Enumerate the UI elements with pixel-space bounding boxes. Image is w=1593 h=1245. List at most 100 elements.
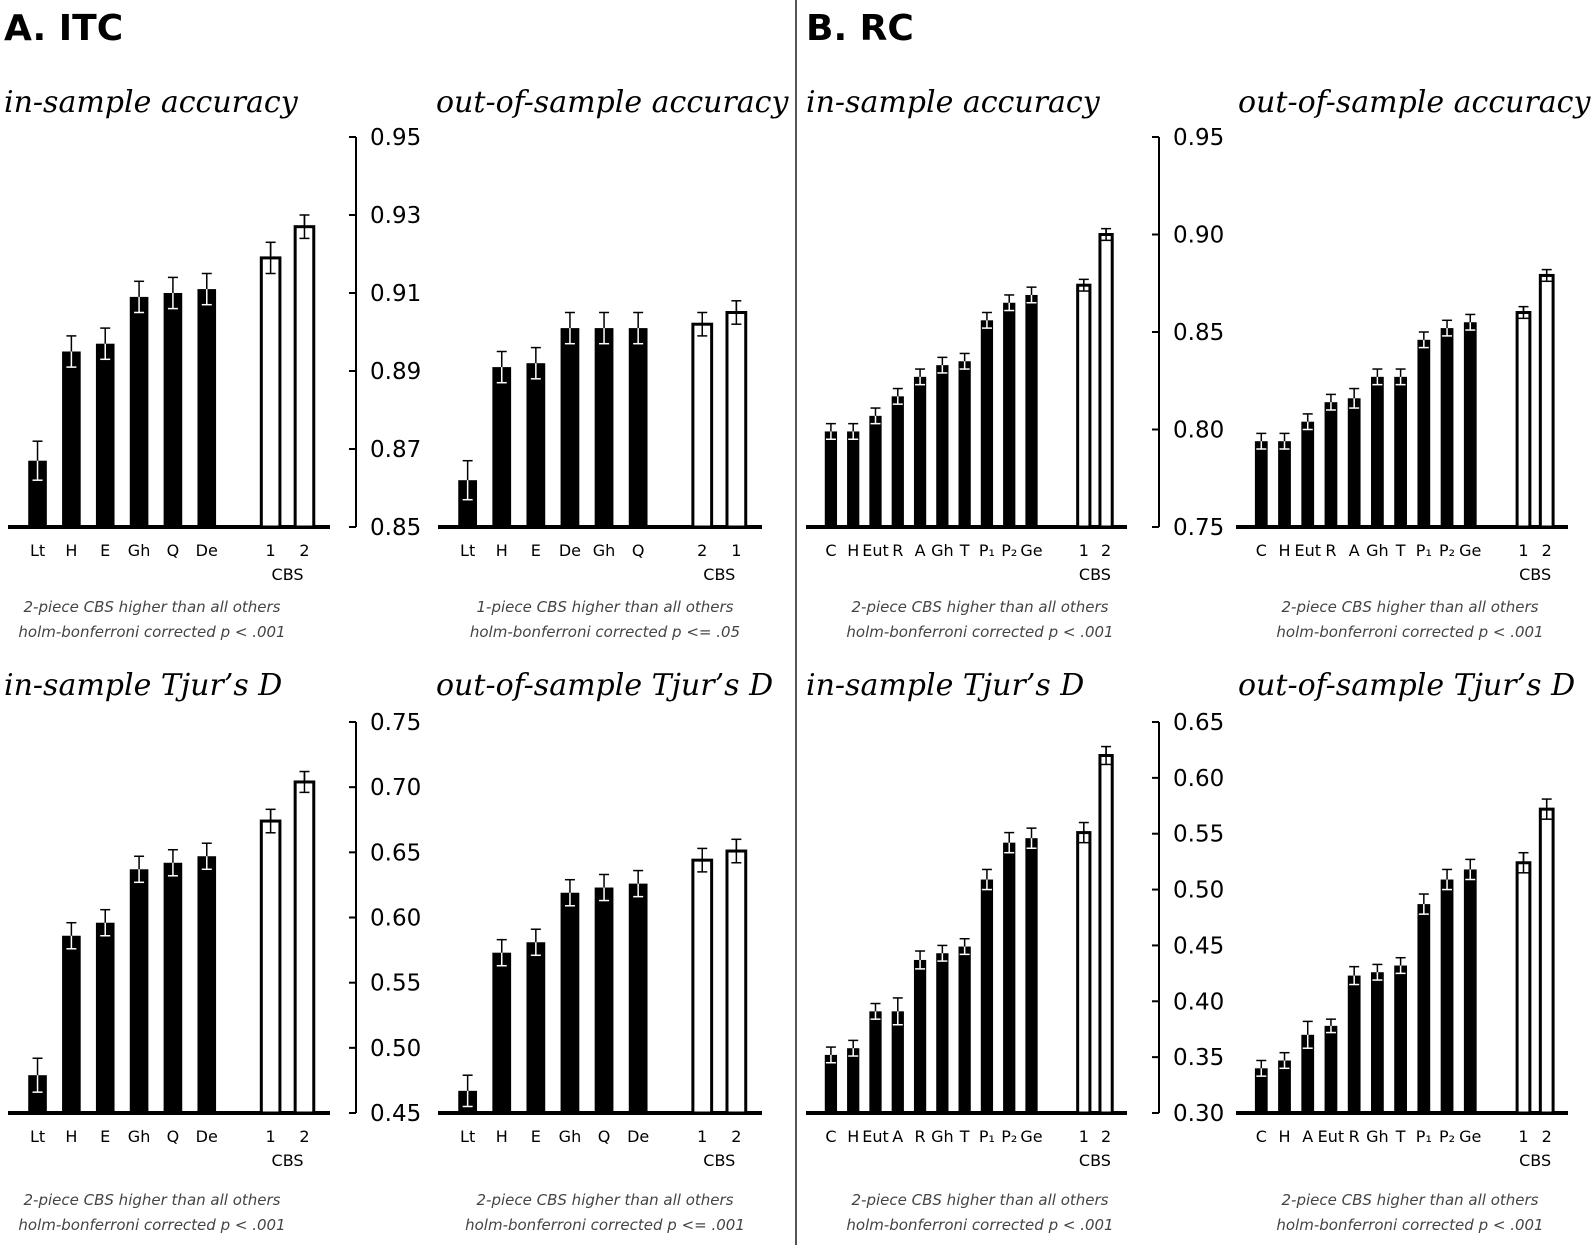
- bar-T: [958, 361, 971, 527]
- bar-H: [1278, 441, 1291, 527]
- error-bar: [870, 407, 881, 425]
- bar-Q: [163, 862, 183, 1113]
- bar-2: [293, 225, 316, 529]
- bar-1: [259, 819, 282, 1115]
- x-tick-label: De: [196, 541, 218, 560]
- error-bar: [1256, 432, 1267, 450]
- bar-Lt: [28, 1075, 47, 1113]
- chart-title: in-sample Tjur’s D: [4, 668, 282, 703]
- significance-note: 1-piece CBS higher than all others: [477, 598, 734, 616]
- error-bar: [134, 855, 145, 884]
- bar-1: [725, 311, 748, 529]
- error-bar: [1372, 368, 1383, 386]
- x-tick-label: Lt: [30, 541, 45, 560]
- bar-2: [1098, 754, 1114, 1115]
- y-tick-label: 0.40: [1173, 989, 1224, 1015]
- error-bar: [1372, 963, 1383, 981]
- x-tick-label: H: [847, 541, 859, 560]
- bar-T: [1394, 376, 1407, 527]
- x-tick-label: Gh: [1366, 1127, 1389, 1146]
- y-tick-label: 0.45: [1173, 933, 1224, 959]
- error-bar: [1541, 268, 1552, 283]
- y-tick-label: 0.95: [370, 125, 421, 151]
- y-tick-label: 0.50: [1173, 878, 1224, 904]
- error-bar: [1465, 858, 1476, 881]
- x-tick-label: Q: [167, 1127, 180, 1146]
- x-tick-label: E: [100, 1127, 110, 1146]
- error-bar: [731, 300, 742, 325]
- x-tick-label: H: [1278, 541, 1290, 560]
- x-tick-label: 1: [1079, 1127, 1089, 1146]
- chart-title: out-of-sample Tjur’s D: [1238, 668, 1575, 703]
- x-tick-label: 2: [1101, 541, 1111, 560]
- x-tick-label: C: [1256, 541, 1267, 560]
- x-tick-label: P₂: [1439, 541, 1455, 560]
- x-tick-label: Gh: [593, 541, 616, 560]
- group-label: CBS: [1519, 565, 1551, 584]
- bar-R: [913, 959, 927, 1113]
- x-tick-label: Gh: [931, 541, 954, 560]
- x-tick-label: P₁: [1416, 1127, 1432, 1146]
- x-tick-label: C: [1256, 1127, 1267, 1146]
- x-tick-label: R: [1349, 1127, 1360, 1146]
- error-bar: [32, 1057, 43, 1093]
- significance-note: 2-piece CBS higher than all others: [24, 598, 281, 616]
- error-bar: [1465, 313, 1476, 331]
- x-tick-label: T: [959, 541, 970, 560]
- error-bar: [981, 311, 992, 329]
- y-tick-label: 0.91: [370, 281, 421, 307]
- x-tick-label: Eut: [862, 541, 889, 560]
- error-bar: [697, 311, 708, 337]
- error-bar: [1279, 432, 1290, 450]
- x-tick-label: 1: [697, 1127, 707, 1146]
- x-tick-label: Gh: [559, 1127, 582, 1146]
- bar-Gh: [1371, 972, 1384, 1113]
- x-tick-label: 2: [1101, 1127, 1111, 1146]
- bar-H: [492, 367, 512, 527]
- error-bar: [265, 808, 276, 834]
- group-label: CBS: [1519, 1151, 1551, 1170]
- significance-note: holm-bonferroni corrected p <= .05: [470, 623, 740, 641]
- x-tick-label: E: [531, 541, 541, 560]
- x-tick-label: A: [1349, 541, 1360, 560]
- bar-Eut: [869, 1011, 882, 1113]
- error-bar: [937, 944, 948, 962]
- bar-R: [891, 396, 904, 527]
- error-bar: [1418, 893, 1429, 915]
- x-tick-label: P₂: [1001, 541, 1017, 560]
- x-tick-label: Ge: [1459, 1127, 1481, 1146]
- x-tick-label: E: [531, 1127, 541, 1146]
- bar-A: [1301, 1034, 1315, 1113]
- error-bar: [633, 869, 644, 898]
- bar-E: [95, 922, 115, 1113]
- bar-H: [492, 952, 512, 1113]
- error-bar: [599, 873, 610, 902]
- bar-Ge: [1463, 322, 1477, 527]
- error-bar: [1078, 821, 1089, 844]
- chart-title: out-of-sample accuracy: [1238, 85, 1591, 120]
- significance-note: holm-bonferroni corrected p < .001: [18, 623, 285, 641]
- x-tick-label: P₁: [1416, 541, 1432, 560]
- significance-note: holm-bonferroni corrected p < .001: [1276, 623, 1543, 641]
- error-bar: [462, 1074, 473, 1108]
- x-tick-label: Q: [167, 541, 180, 560]
- x-tick-label: De: [627, 1127, 649, 1146]
- bar-R: [1324, 402, 1338, 527]
- bar-1: [1515, 311, 1532, 529]
- y-tick-label: 0.75: [1173, 515, 1224, 541]
- error-bar: [1395, 956, 1406, 975]
- significance-note: 2-piece CBS higher than all others: [1282, 1191, 1539, 1209]
- error-bar: [100, 327, 111, 361]
- group-label: CBS: [1079, 565, 1111, 584]
- error-bar: [892, 387, 903, 405]
- bar-Gh: [936, 365, 949, 527]
- bar-E: [95, 343, 115, 527]
- error-bar: [937, 356, 948, 374]
- x-tick-label: Lt: [460, 1127, 475, 1146]
- y-tick-label: 0.35: [1173, 1045, 1224, 1071]
- error-bar: [1418, 331, 1429, 349]
- significance-note: 2-piece CBS higher than all others: [24, 1191, 281, 1209]
- x-tick-label: A: [915, 541, 926, 560]
- section-title-itc: A. ITC: [4, 8, 123, 49]
- error-bar: [731, 838, 742, 864]
